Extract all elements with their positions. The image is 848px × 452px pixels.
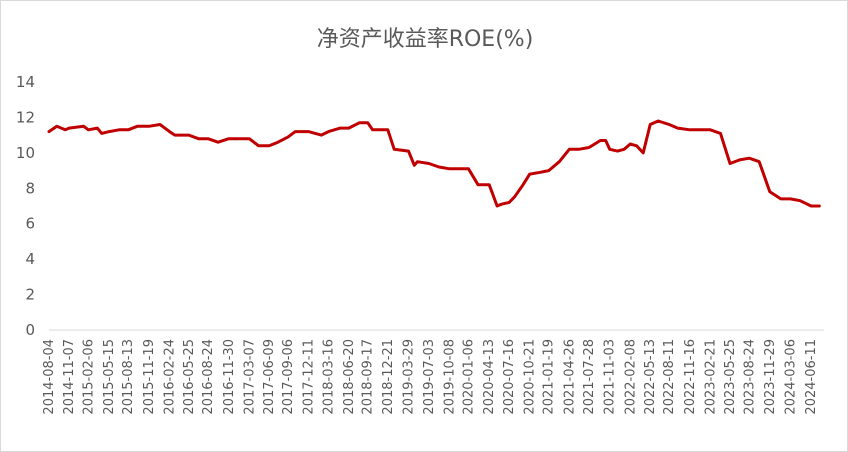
x-tick-label: 2019-07-03 (422, 339, 437, 415)
x-tick-label: 2014-08-04 (42, 339, 57, 415)
x-tick-label: 2018-06-20 (342, 339, 357, 415)
x-tick-label: 2016-08-24 (201, 339, 216, 415)
y-tick-label: 12 (16, 108, 35, 126)
x-tick-label: 2023-11-29 (763, 339, 778, 415)
x-tick-label: 2018-09-17 (361, 339, 376, 415)
x-tick-label: 2021-11-03 (603, 339, 618, 415)
x-tick-label: 2024-06-11 (804, 339, 819, 415)
x-tick-label: 2022-05-13 (643, 339, 658, 415)
y-tick-label: 2 (25, 286, 35, 304)
y-tick-label: 10 (16, 144, 35, 162)
x-tick-label: 2019-10-08 (442, 339, 457, 415)
x-tick-label: 2016-11-30 (222, 339, 237, 415)
x-tick-label: 2015-02-06 (81, 339, 96, 415)
roe-series-line (47, 119, 821, 208)
x-tick-label: 2015-05-15 (102, 339, 117, 415)
x-tick-label: 2021-07-28 (582, 339, 597, 415)
x-tick-label: 2017-06-09 (262, 339, 277, 415)
chart-title: 净资产收益率ROE(%) (316, 27, 534, 52)
x-tick-label: 2017-03-07 (242, 339, 257, 415)
x-tick-label: 2014-11-07 (62, 339, 77, 415)
y-tick-label: 0 (25, 321, 35, 339)
x-tick-label: 2023-02-21 (703, 339, 718, 415)
x-tick-label: 2022-08-11 (662, 339, 677, 415)
x-tick-label: 2022-11-16 (683, 339, 698, 415)
x-tick-label: 2020-07-16 (502, 339, 517, 415)
x-tick-label: 2019-03-29 (402, 339, 417, 415)
y-tick-label: 8 (25, 179, 35, 197)
y-tick-label: 14 (16, 73, 35, 91)
x-tick-label: 2018-12-21 (381, 339, 396, 415)
x-tick-label: 2021-01-19 (542, 339, 557, 415)
x-tick-label: 2023-08-24 (742, 339, 757, 415)
x-tick-label: 2020-01-06 (461, 339, 476, 415)
x-tick-label: 2016-02-24 (162, 339, 177, 415)
x-tick-label: 2020-10-21 (523, 339, 538, 415)
x-tick-label: 2015-08-13 (121, 339, 136, 415)
x-tick-label: 2015-11-19 (142, 339, 157, 415)
y-tick-label: 4 (25, 250, 35, 268)
x-tick-label: 2023-05-25 (723, 339, 738, 415)
x-tick-label: 2022-02-08 (623, 339, 638, 415)
x-tick-label: 2020-04-13 (482, 339, 497, 415)
x-tick-label: 2024-03-06 (784, 339, 799, 415)
x-tick-label: 2016-05-25 (182, 339, 197, 415)
x-tick-label: 2017-12-11 (301, 339, 316, 415)
x-tick-label: 2021-04-26 (562, 339, 577, 415)
y-tick-label: 6 (25, 215, 35, 233)
x-tick-label: 2018-03-16 (322, 339, 337, 415)
x-tick-label: 2017-09-06 (281, 339, 296, 415)
